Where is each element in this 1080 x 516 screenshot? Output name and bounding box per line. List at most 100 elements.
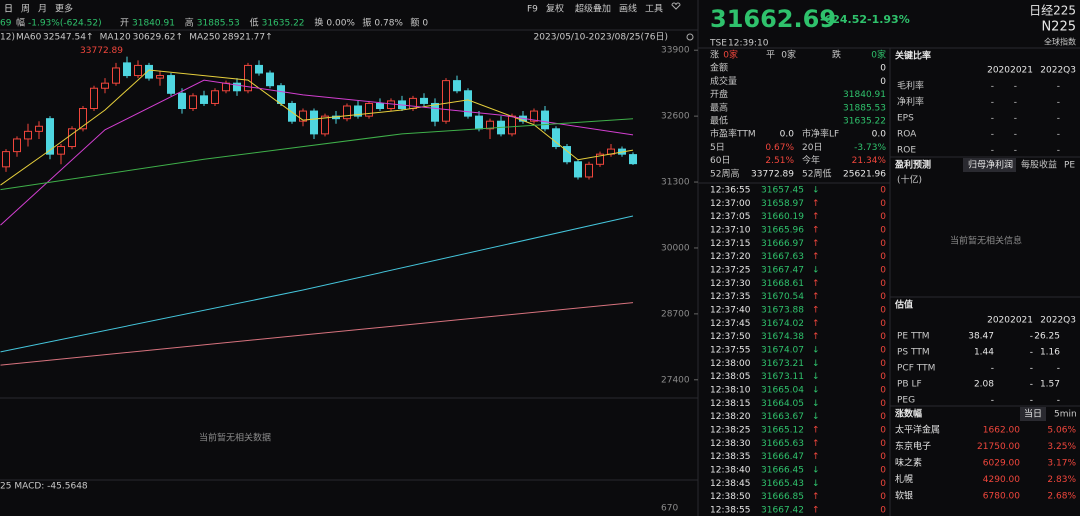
tick-volume: 0 — [880, 452, 886, 462]
tick-time: 12:38:10 — [710, 385, 751, 395]
tool-button[interactable]: 工具 — [645, 4, 663, 15]
tick-volume: 0 — [880, 332, 886, 342]
tick-time: 12:37:30 — [710, 279, 751, 289]
tick-direction: ↑ — [812, 505, 820, 515]
tick-price: 31667.42 — [761, 505, 804, 515]
moving-average — [0, 118, 634, 191]
tick-time: 12:38:25 — [710, 425, 750, 435]
tool-button[interactable]: 复权 — [546, 3, 564, 15]
column-header: 2020 — [987, 66, 1010, 76]
cell: - — [1057, 396, 1060, 406]
candle-body — [530, 110, 538, 122]
candle-body — [112, 67, 120, 84]
stat-value: 21.34% — [852, 156, 887, 166]
stat-label: 60日 — [710, 155, 730, 166]
tick-direction: ↓ — [812, 186, 820, 196]
stat-value: 0 — [880, 64, 886, 74]
tool-button[interactable]: 超级叠加 — [575, 3, 611, 15]
candle-body — [189, 95, 197, 110]
change-pct: -1.93% — [867, 13, 910, 26]
stock-name[interactable]: 东京电子 — [895, 440, 931, 452]
period-tab[interactable]: 更多 — [55, 3, 73, 15]
y-tick-label: 32600 — [661, 112, 690, 122]
tick-price: 31673.88 — [761, 305, 804, 315]
stat-label: 20日 — [802, 142, 822, 153]
exchange: TSE — [709, 39, 727, 49]
tool-button[interactable]: 画线 — [619, 3, 637, 15]
tick-time: 12:38:20 — [710, 412, 751, 422]
stat-label: 最高 — [710, 101, 728, 113]
tick-volume: 0 — [880, 399, 886, 409]
candle-body — [222, 82, 230, 92]
cell: - — [991, 146, 994, 156]
tick-time: 12:38:00 — [710, 359, 751, 369]
stock-name[interactable]: 札幌 — [895, 473, 913, 485]
tick-volume: 0 — [880, 186, 886, 196]
candle-body — [211, 90, 219, 104]
tick-price: 31666.45 — [761, 465, 804, 475]
period-tab[interactable]: 月 — [38, 4, 47, 15]
tick-volume: 0 — [880, 372, 886, 382]
cell: - — [1030, 396, 1033, 406]
tick-direction: ↑ — [812, 452, 820, 462]
cell: 2.08 — [974, 380, 994, 390]
quote-value: 0 — [422, 19, 428, 29]
period-tab[interactable]: 周 — [21, 4, 30, 15]
row-label: PCF TTM — [897, 364, 935, 374]
cell: - — [1030, 332, 1033, 342]
cell: - — [1014, 114, 1017, 124]
tick-price: 31674.02 — [761, 319, 804, 329]
tick-time: 12:37:10 — [710, 225, 751, 235]
period-tab[interactable]: 日 — [4, 4, 13, 15]
row-label: PS TTM — [897, 348, 930, 358]
stock-change: 2.83% — [1047, 475, 1076, 485]
tab[interactable]: 当日 — [1024, 408, 1042, 420]
cell: - — [991, 114, 994, 124]
tick-direction: ↓ — [812, 265, 820, 275]
quote-label: 额 — [410, 17, 419, 29]
cell: - — [991, 396, 994, 406]
tick-price: 31673.11 — [761, 372, 804, 382]
ma-value: 28921.77↑ — [222, 33, 272, 43]
stock-name[interactable]: 太平洋金属 — [895, 424, 940, 436]
stat-label: 5日 — [710, 142, 725, 153]
cell: - — [991, 364, 994, 374]
tab[interactable]: 每股收益 — [1021, 159, 1057, 171]
tick-time: 12:37:35 — [710, 292, 750, 302]
candle-body — [541, 110, 549, 130]
row-label: ROA — [897, 130, 917, 140]
tab[interactable]: 5min — [1054, 410, 1077, 420]
row-label: 净利率 — [897, 96, 924, 108]
tool-button[interactable]: F9 — [527, 5, 538, 15]
cell: - — [1057, 146, 1060, 156]
candle-body — [57, 146, 65, 155]
favorite-icon[interactable] — [671, 2, 681, 10]
stat-label: 开盘 — [710, 88, 728, 100]
tick-direction: ↑ — [812, 252, 820, 262]
macd-label: 25 MACD: -45.5648 — [0, 482, 88, 492]
candle-body — [629, 154, 637, 165]
candle-body — [596, 153, 604, 165]
tick-time: 12:37:50 — [710, 332, 751, 342]
tab[interactable]: PE — [1064, 161, 1075, 171]
tab[interactable]: 归母净利润 — [968, 159, 1013, 171]
stock-name[interactable]: 软银 — [895, 490, 913, 502]
stock-change: 5.06% — [1047, 426, 1076, 436]
candle-body — [134, 64, 142, 77]
cell: - — [1057, 364, 1060, 374]
candle-body — [321, 115, 329, 135]
ma-value: 30629.62↑ — [133, 33, 183, 43]
candle-body — [90, 87, 98, 110]
settings-icon[interactable] — [686, 33, 694, 41]
stat-label: 市净率LF — [802, 128, 839, 140]
stock-price: 21750.00 — [977, 442, 1020, 452]
stat-label: 金额 — [710, 62, 728, 74]
index-code: N225 — [1041, 20, 1076, 35]
stat-label: 最低 — [710, 115, 728, 127]
cell: 1.57 — [1040, 380, 1060, 390]
stock-name[interactable]: 味之素 — [895, 457, 922, 469]
category: 全球指数 — [1044, 37, 1076, 47]
candle-body — [376, 102, 384, 110]
breadth-value: 0家 — [871, 49, 886, 61]
cell: 38.47 — [968, 332, 994, 342]
